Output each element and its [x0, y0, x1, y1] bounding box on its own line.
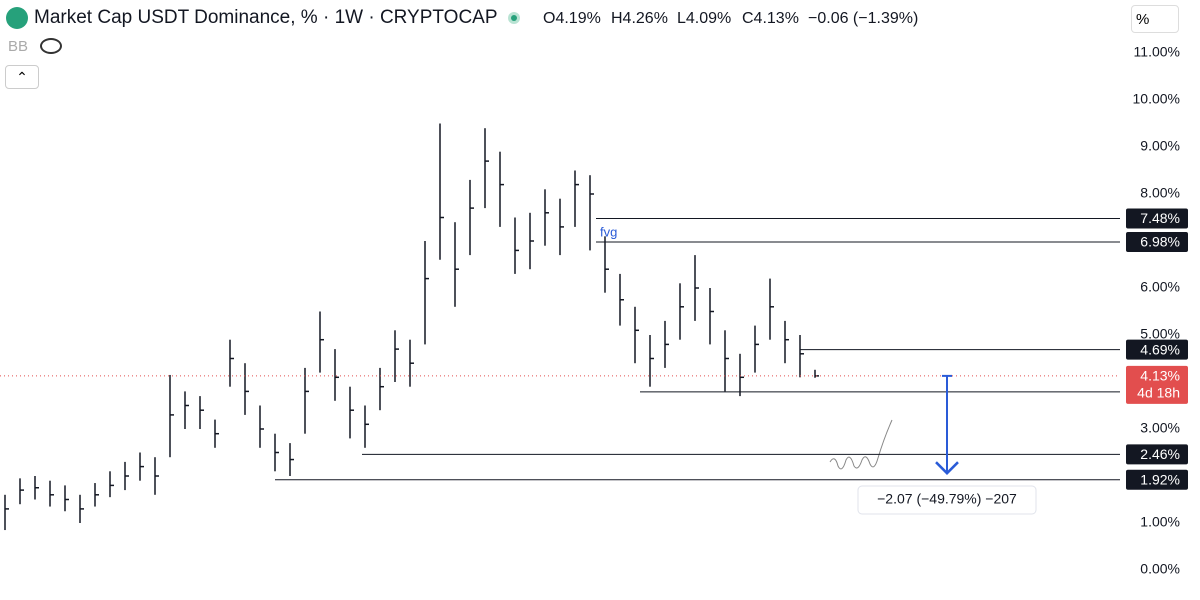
level-label: 7.48% [1140, 210, 1180, 226]
last-price-badge [1126, 365, 1188, 404]
status-dot [508, 12, 520, 24]
level-label: 6.98% [1140, 234, 1180, 250]
indicator-name[interactable]: BB [8, 38, 29, 55]
annotation: fvg [600, 224, 617, 239]
measure-head [935, 461, 959, 475]
collapse-button[interactable]: ⌃ [5, 65, 39, 89]
y-tick-label: 10.00% [1133, 91, 1180, 107]
level-badge [1126, 208, 1188, 229]
level-label: 1.92% [1140, 471, 1180, 487]
level-label: 4.69% [1140, 341, 1180, 357]
scale-button[interactable]: % [1131, 5, 1179, 33]
symbol-title: Market Cap USDT Dominance, % · 1W · CRYP… [34, 7, 498, 28]
hide-icon[interactable] [40, 38, 62, 54]
y-tick-label: 1.00% [1140, 514, 1180, 530]
legend-change: −0.06 (−1.39%) [808, 10, 919, 27]
countdown: 4d 18h [1137, 385, 1180, 401]
legend-low: L4.09% [677, 10, 732, 27]
level-badge [1126, 231, 1188, 252]
legend-close: C4.13% [742, 10, 799, 27]
level-badge [1126, 444, 1188, 465]
legend-high: H4.26% [611, 10, 668, 27]
drawing [829, 419, 893, 470]
last-price-label: 4.13% [1140, 368, 1180, 384]
y-tick-label: 11.00% [1134, 44, 1180, 60]
level-badge [1126, 339, 1188, 360]
legend-open: O4.19% [543, 10, 601, 27]
symbol-icon [6, 7, 28, 29]
y-tick-label: 8.00% [1140, 185, 1180, 201]
y-tick-label: 3.00% [1140, 420, 1180, 436]
y-tick-label: 0.00% [1140, 561, 1180, 577]
level-label: 2.46% [1140, 446, 1180, 462]
measure-label: −2.07 (−49.79%) −207 [877, 491, 1017, 507]
level-badge [1126, 469, 1188, 490]
y-tick-label: 5.00% [1140, 326, 1180, 342]
y-tick-label: 6.00% [1140, 279, 1180, 295]
measure-box [857, 485, 1037, 515]
y-tick-label: 9.00% [1140, 138, 1180, 154]
